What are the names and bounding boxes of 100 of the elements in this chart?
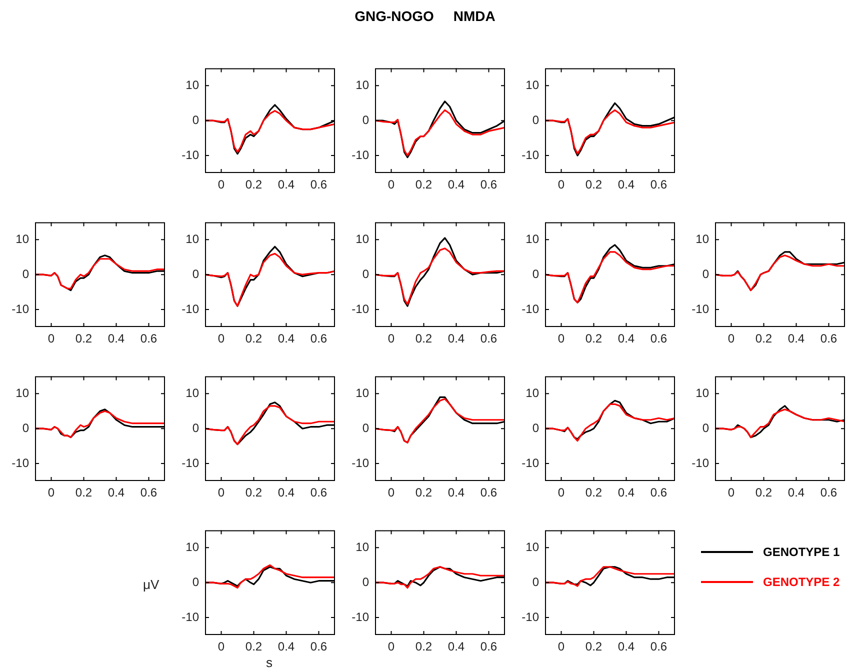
chart-title: GNG-NOGO NMDA [354, 8, 496, 24]
x-tick-label: 0.6 [480, 332, 498, 346]
y-tick-label: 10 [16, 386, 30, 400]
x-tick-label: 0 [558, 486, 565, 500]
x-tick-label: 0.4 [448, 178, 465, 192]
y-tick-label: 10 [356, 386, 370, 400]
y-tick-label: -10 [352, 302, 370, 316]
x-tick-label: 0.4 [108, 332, 125, 346]
x-tick-label: 0 [728, 332, 735, 346]
x-tick-label: 0.6 [480, 486, 498, 500]
y-tick-label: -10 [522, 302, 540, 316]
x-tick-label: 0.4 [618, 640, 635, 654]
y-tick-label: 0 [192, 574, 200, 589]
y-tick-label: -10 [182, 148, 200, 162]
y-tick-label: 10 [186, 78, 200, 92]
x-tick-label: 0.6 [140, 486, 158, 500]
x-tick-label: 0.6 [650, 640, 668, 654]
x-tick-label: 0 [728, 486, 735, 500]
x-tick-label: 0.4 [448, 640, 465, 654]
y-tick-label: 0 [362, 266, 370, 281]
y-tick-label: 0 [22, 266, 30, 281]
y-tick-label: -10 [352, 456, 370, 470]
legend-label: GENOTYPE 2 [763, 575, 840, 589]
x-tick-label: 0.6 [650, 178, 668, 192]
y-tick-label: 10 [186, 232, 200, 246]
x-tick-label: 0.6 [480, 178, 498, 192]
y-tick-label: -10 [182, 610, 200, 624]
x-tick-label: 0.2 [585, 640, 602, 654]
x-tick-label: 0.4 [448, 486, 465, 500]
x-tick-label: 0.4 [108, 486, 125, 500]
x-tick-label: 0 [388, 640, 395, 654]
y-tick-label: 10 [356, 78, 370, 92]
x-tick-label: 0.2 [585, 178, 602, 192]
x-tick-label: 0.6 [650, 332, 668, 346]
y-tick-label: 10 [696, 386, 710, 400]
x-tick-label: 0.2 [415, 640, 432, 654]
x-tick-label: 0.6 [310, 332, 328, 346]
x-tick-label: 0.4 [278, 640, 295, 654]
x-tick-label: 0.2 [415, 332, 432, 346]
x-tick-label: 0.2 [755, 486, 772, 500]
x-tick-label: 0.4 [448, 332, 465, 346]
x-tick-label: 0.6 [310, 640, 328, 654]
x-tick-label: 0.2 [585, 486, 602, 500]
x-tick-label: 0.6 [310, 486, 328, 500]
x-tick-label: 0.4 [788, 486, 805, 500]
y-tick-label: 10 [356, 232, 370, 246]
x-tick-label: 0.2 [245, 486, 262, 500]
y-axis-title: μV [143, 577, 160, 592]
y-tick-label: 0 [702, 266, 710, 281]
x-tick-label: 0.4 [278, 332, 295, 346]
x-tick-label: 0.6 [140, 332, 158, 346]
x-tick-label: 0.2 [415, 178, 432, 192]
x-tick-label: 0 [218, 640, 225, 654]
y-tick-label: 0 [362, 574, 370, 589]
x-tick-label: 0.6 [480, 640, 498, 654]
y-tick-label: 0 [192, 112, 200, 127]
x-tick-label: 0.2 [585, 332, 602, 346]
x-tick-label: 0 [558, 332, 565, 346]
y-tick-label: 0 [362, 420, 370, 435]
y-tick-label: 10 [526, 386, 540, 400]
y-tick-label: 10 [186, 540, 200, 554]
x-tick-label: 0.2 [245, 640, 262, 654]
y-tick-label: 10 [186, 386, 200, 400]
y-tick-label: 10 [16, 232, 30, 246]
x-tick-label: 0.6 [650, 486, 668, 500]
x-tick-label: 0.2 [245, 178, 262, 192]
y-tick-label: 10 [526, 78, 540, 92]
x-tick-label: 0 [388, 178, 395, 192]
x-tick-label: 0.2 [75, 332, 92, 346]
y-tick-label: 0 [362, 112, 370, 127]
y-tick-label: 0 [22, 420, 30, 435]
x-tick-label: 0 [558, 640, 565, 654]
y-tick-label: -10 [692, 302, 710, 316]
y-tick-label: -10 [182, 302, 200, 316]
x-tick-label: 0 [558, 178, 565, 192]
x-tick-label: 0.2 [245, 332, 262, 346]
legend-label: GENOTYPE 1 [763, 545, 840, 559]
y-tick-label: 0 [702, 420, 710, 435]
y-tick-label: -10 [352, 148, 370, 162]
y-tick-label: 10 [696, 232, 710, 246]
x-tick-label: 0.6 [820, 486, 838, 500]
x-tick-label: 0 [48, 486, 55, 500]
x-tick-label: 0 [218, 486, 225, 500]
y-tick-label: 10 [356, 540, 370, 554]
x-tick-label: 0.4 [618, 486, 635, 500]
y-tick-label: 0 [532, 266, 540, 281]
y-tick-label: -10 [12, 302, 30, 316]
y-tick-label: -10 [522, 456, 540, 470]
y-tick-label: 10 [526, 540, 540, 554]
x-tick-label: 0.6 [310, 178, 328, 192]
x-tick-label: 0.4 [618, 178, 635, 192]
x-tick-label: 0.4 [788, 332, 805, 346]
x-tick-label: 0 [218, 178, 225, 192]
x-tick-label: 0.2 [755, 332, 772, 346]
x-tick-label: 0.4 [278, 486, 295, 500]
x-tick-label: 0.4 [278, 178, 295, 192]
y-tick-label: 0 [192, 420, 200, 435]
y-tick-label: 0 [532, 112, 540, 127]
x-tick-label: 0 [388, 332, 395, 346]
x-axis-title: s [266, 655, 272, 670]
